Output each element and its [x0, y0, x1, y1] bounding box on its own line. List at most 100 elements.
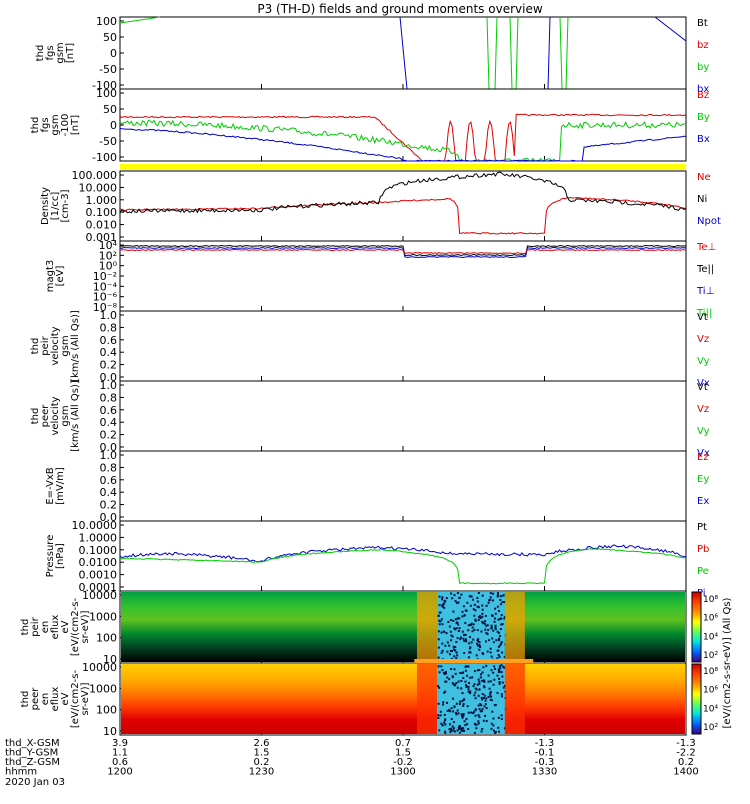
- spectrogram-noise: [478, 708, 481, 711]
- y-tick-label: 100: [96, 15, 117, 28]
- legend-Ex: Ex: [697, 496, 709, 507]
- spectrogram-noise: [450, 729, 453, 732]
- spectrogram-noise: [458, 627, 461, 630]
- spectrogram-noise: [477, 638, 480, 641]
- spectrogram-noise: [452, 697, 455, 700]
- y-axis-label: en: [40, 621, 51, 634]
- spectrogram-noise: [461, 716, 464, 719]
- y-tick-label: 1.0: [100, 449, 118, 462]
- spectrogram-noise: [449, 630, 452, 633]
- legend-Vy: Vy: [697, 426, 710, 437]
- spectrogram-noise: [477, 618, 480, 621]
- spectrogram-noise: [443, 691, 446, 694]
- spectrogram-noise: [492, 724, 495, 727]
- spectrogram-noise: [481, 652, 484, 655]
- spectrogram-noise: [437, 630, 440, 633]
- spectrogram-noise: [469, 676, 472, 679]
- x-row-value: 1330: [532, 767, 557, 778]
- x-row-value: 2.6: [254, 738, 270, 749]
- spectrogram-noise: [480, 730, 483, 733]
- colorbar-tick-label: 10²: [703, 651, 718, 661]
- y-tick-label: 0.4: [100, 416, 118, 429]
- spectrogram-noise: [479, 676, 482, 679]
- y-tick-label: 10⁻⁶: [93, 291, 118, 304]
- spectrogram-noise: [462, 714, 465, 717]
- y-tick-label: 0.0010: [79, 569, 118, 582]
- y-tick-label: 100: [96, 704, 117, 717]
- y-axis-label: thd: [30, 117, 41, 134]
- y-axis-label: fgs: [45, 45, 56, 60]
- panel-frame: [119, 88, 687, 162]
- spectrogram-noise: [491, 637, 494, 640]
- y-tick-label: 100.000: [72, 169, 118, 182]
- x-row-value: 1400: [673, 767, 698, 778]
- y-axis-label: thd: [30, 408, 41, 425]
- spectrogram-noise: [446, 650, 449, 653]
- legend-By: By: [697, 112, 710, 123]
- spectrogram-noise: [480, 630, 483, 633]
- spectrogram-noise: [462, 727, 465, 730]
- panel-frame: [119, 240, 687, 312]
- spectrogram-noise: [443, 713, 446, 716]
- legend-Vz: Vz: [697, 334, 709, 345]
- spectrogram-noise: [438, 729, 441, 732]
- spectrogram-noise: [450, 727, 453, 730]
- spectrogram-noise: [443, 719, 446, 722]
- spectrogram-noise: [458, 617, 461, 620]
- spectrogram-noise: [491, 710, 494, 713]
- spectrogram-noise: [477, 644, 480, 647]
- spectrogram-noise: [502, 594, 505, 597]
- spectrogram-noise: [440, 722, 443, 725]
- spectrogram-noise: [473, 628, 476, 631]
- spectrogram-noise: [452, 619, 455, 622]
- y-tick-label: 0.100: [86, 206, 118, 219]
- spectrogram-noise: [477, 722, 480, 725]
- spectrogram-background: [121, 592, 685, 662]
- legend-Pe: Pe: [697, 566, 709, 577]
- spectrogram-noise: [483, 705, 486, 708]
- spectrogram-noise: [437, 716, 440, 719]
- spectrogram-noise: [493, 678, 496, 681]
- y-tick-label: 0: [110, 119, 117, 132]
- y-tick-label: 10000: [82, 589, 117, 602]
- spectrogram-noise: [443, 602, 446, 605]
- spectrogram-noise: [473, 683, 476, 686]
- spectrogram-noise: [499, 634, 502, 637]
- spectrogram-noise: [478, 715, 481, 718]
- spectrogram-noise: [497, 592, 500, 595]
- panel-9: 10000 1000 100 10 thd peir en eflux eV [eV/(cm2-s…: [20, 589, 687, 666]
- spectrogram-noise: [484, 640, 487, 643]
- spectrogram-noise: [473, 731, 476, 734]
- spectrogram-noise: [457, 712, 460, 715]
- spectrogram-noise: [453, 706, 456, 709]
- spectrogram-noise: [496, 674, 499, 677]
- spectrogram-noise: [446, 709, 449, 712]
- spectrogram-noise: [468, 647, 471, 650]
- spectrogram-noise: [437, 685, 440, 688]
- spectrogram-noise: [469, 624, 472, 627]
- spectrogram-noise: [474, 723, 477, 726]
- spectrogram-noise: [448, 728, 451, 731]
- legend-Bz: Bz: [697, 90, 709, 101]
- spectrogram-noise: [498, 682, 501, 685]
- y-tick-label: 10: [103, 653, 117, 666]
- spectrogram-noise: [501, 675, 504, 678]
- spectrogram-noise: [449, 723, 452, 726]
- spectrogram-noise: [451, 635, 454, 638]
- y-tick-label: 50: [103, 31, 117, 44]
- spectrogram-noise: [500, 718, 503, 721]
- spectrogram-noise: [489, 680, 492, 683]
- panel-frame: [119, 520, 687, 592]
- spectrogram-noise: [469, 646, 472, 649]
- spectrogram-noise: [479, 616, 482, 619]
- spectrogram-noise: [463, 698, 466, 701]
- spectrogram-noise: [457, 601, 460, 604]
- spectrogram-noise: [447, 620, 450, 623]
- y-axis-label: gsm: [55, 42, 66, 63]
- spectrogram-noise: [441, 623, 444, 626]
- spectrogram-noise: [467, 624, 470, 627]
- spectrogram-noise: [438, 686, 441, 689]
- spectrogram-noise: [455, 682, 458, 685]
- spectrogram-noise: [448, 708, 451, 711]
